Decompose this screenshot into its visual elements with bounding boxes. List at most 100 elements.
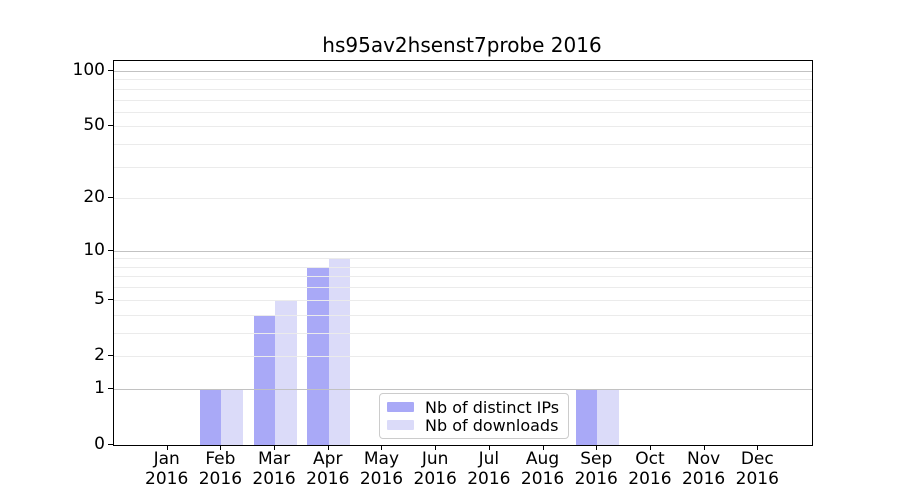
minor-gridline-70 xyxy=(114,100,812,101)
y-tick-mark-5 xyxy=(108,299,113,300)
x-tick-label-apr: Apr 2016 xyxy=(306,449,350,489)
x-tick-month: May xyxy=(363,449,400,469)
y-tick-label-1: 1 xyxy=(94,377,105,398)
legend: Nb of distinct IPs Nb of downloads xyxy=(379,393,570,439)
x-tick-month: Dec xyxy=(740,449,774,469)
x-tick-mark-mar xyxy=(274,445,275,450)
x-tick-mark-jul xyxy=(489,445,490,450)
x-tick-mark-apr xyxy=(328,445,329,450)
minor-gridline-90 xyxy=(114,79,812,80)
y-tick-mark-1 xyxy=(108,388,113,389)
legend-label: Nb of distinct IPs xyxy=(425,397,560,417)
minor-gridline-60 xyxy=(114,112,812,113)
x-tick-label-jun: Jun 2016 xyxy=(413,449,457,489)
y-tick-label-10: 10 xyxy=(83,239,105,260)
y-tick-label-2: 2 xyxy=(94,344,105,365)
x-tick-label-oct: Oct 2016 xyxy=(628,449,672,489)
x-tick-label-may: May 2016 xyxy=(359,449,404,489)
x-tick-label-sep: Sep 2016 xyxy=(574,449,618,489)
minor-gridline-20 xyxy=(114,198,812,199)
x-tick-label-jan: Jan 2016 xyxy=(145,449,189,489)
x-tick-year: 2016 xyxy=(252,468,296,489)
x-tick-mark-sep xyxy=(596,445,597,450)
minor-gridline-7 xyxy=(114,276,812,277)
x-tick-month: Feb xyxy=(205,449,236,469)
bar-downloads-sep xyxy=(597,388,619,445)
x-tick-mark-aug xyxy=(543,445,544,450)
y-tick-label-20: 20 xyxy=(83,187,105,208)
x-tick-month: Jul xyxy=(478,449,500,469)
distinct-ips-swatch-icon xyxy=(387,402,414,412)
bar-distinct-ips-mar xyxy=(253,314,276,445)
x-tick-month: Oct xyxy=(635,449,665,469)
x-tick-mark-jun xyxy=(435,445,436,450)
minor-gridline-8 xyxy=(114,267,812,268)
minor-gridline-50 xyxy=(114,126,812,127)
bar-downloads-apr xyxy=(328,258,351,445)
legend-item-downloads: Nb of downloads xyxy=(387,415,559,435)
y-tick-label-0: 0 xyxy=(94,434,105,454)
x-tick-year: 2016 xyxy=(306,468,350,489)
x-tick-label-jul: Jul 2016 xyxy=(467,449,511,489)
x-tick-month: Jun xyxy=(421,449,449,469)
y-tick-mark-0 xyxy=(108,444,113,445)
bar-downloads-mar xyxy=(275,299,297,445)
y-tick-mark-2 xyxy=(108,355,113,356)
x-tick-year: 2016 xyxy=(574,468,618,489)
x-tick-month: Jan xyxy=(153,449,180,469)
minor-gridline-3 xyxy=(114,333,812,334)
x-tick-year: 2016 xyxy=(198,468,243,489)
bar-distinct-ips-feb xyxy=(199,388,222,445)
legend-item-distinct-ips: Nb of distinct IPs xyxy=(387,397,560,417)
chart-title: hs95av2hsenst7probe 2016 xyxy=(322,33,602,57)
x-tick-month: Sep xyxy=(580,449,613,469)
y-tick-label-50: 50 xyxy=(83,115,105,136)
x-tick-label-nov: Nov 2016 xyxy=(681,449,726,489)
bar-downloads-feb xyxy=(221,388,243,445)
x-tick-year: 2016 xyxy=(359,468,404,489)
x-tick-month: Nov xyxy=(687,449,721,469)
minor-gridline-9 xyxy=(114,258,812,259)
x-tick-year: 2016 xyxy=(735,468,779,489)
x-tick-month: Apr xyxy=(313,449,343,469)
minor-gridline-30 xyxy=(114,167,812,168)
y-tick-mark-100 xyxy=(108,70,113,71)
x-tick-mark-oct xyxy=(650,445,651,450)
x-tick-label-aug: Aug 2016 xyxy=(520,449,565,489)
x-tick-month: Mar xyxy=(258,449,291,469)
downloads-swatch-icon xyxy=(387,420,414,430)
minor-gridline-40 xyxy=(114,144,812,145)
x-tick-year: 2016 xyxy=(145,468,189,489)
x-tick-year: 2016 xyxy=(467,468,511,489)
bar-distinct-ips-sep xyxy=(575,388,598,445)
x-tick-year: 2016 xyxy=(681,468,726,489)
major-gridline-10 xyxy=(114,251,812,252)
minor-gridline-6 xyxy=(114,287,812,288)
x-tick-mark-may xyxy=(381,445,382,450)
y-tick-mark-10 xyxy=(108,250,113,251)
bar-distinct-ips-apr xyxy=(307,266,329,445)
x-tick-mark-nov xyxy=(704,445,705,450)
x-tick-year: 2016 xyxy=(520,468,565,489)
y-tick-mark-20 xyxy=(108,197,113,198)
y-tick-label-5: 5 xyxy=(94,288,105,309)
y-tick-label-100: 100 xyxy=(72,60,105,80)
x-tick-mark-feb xyxy=(220,445,221,450)
y-tick-mark-50 xyxy=(108,125,113,126)
x-tick-year: 2016 xyxy=(413,468,457,489)
minor-gridline-2 xyxy=(114,356,812,357)
x-tick-mark-dec xyxy=(757,445,758,450)
x-tick-label-feb: Feb 2016 xyxy=(198,449,243,489)
x-tick-year: 2016 xyxy=(628,468,672,489)
minor-gridline-4 xyxy=(114,315,812,316)
major-gridline-1 xyxy=(114,389,812,390)
major-gridline-100 xyxy=(114,71,812,72)
x-tick-label-mar: Mar 2016 xyxy=(252,449,296,489)
minor-gridline-5 xyxy=(114,300,812,301)
plot-area xyxy=(113,60,813,446)
x-tick-label-dec: Dec 2016 xyxy=(735,449,779,489)
legend-label: Nb of downloads xyxy=(425,415,559,435)
x-tick-month: Aug xyxy=(525,449,560,469)
x-tick-mark-jan xyxy=(167,445,168,450)
